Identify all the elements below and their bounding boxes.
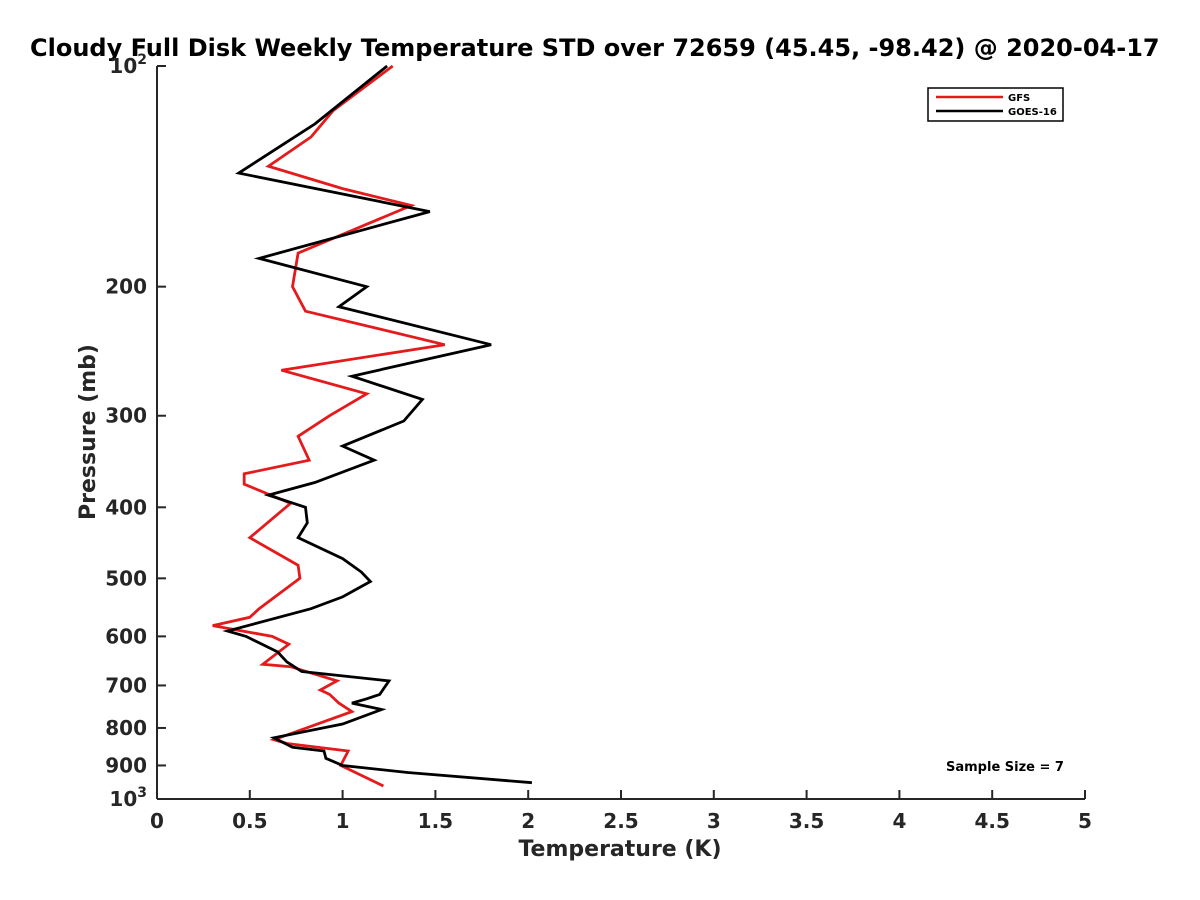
y-tick-label: 600: [105, 624, 147, 648]
y-tick-label: 800: [105, 716, 147, 740]
x-tick-label: 1: [336, 809, 350, 833]
x-tick-label: 0.5: [232, 809, 267, 833]
y-tick-label: 700: [105, 673, 147, 697]
x-tick-label: 5: [1078, 809, 1092, 833]
legend-label-goes16: GOES-16: [1008, 107, 1057, 118]
sample-size-annotation: Sample Size = 7: [946, 760, 1064, 775]
x-tick-label: 4.5: [974, 809, 1009, 833]
series-layer: [212, 64, 533, 788]
legend: GFS GOES-16: [927, 87, 1064, 122]
y-tick-label: 400: [105, 495, 147, 519]
series-line-gfs: [212, 64, 446, 788]
x-tick-label: 3: [707, 809, 721, 833]
x-tick-label: 4: [892, 809, 906, 833]
series-line-goes16: [222, 64, 533, 785]
chart-title: Cloudy Full Disk Weekly Temperature STD …: [30, 34, 1160, 62]
y-tick-label: 200: [105, 275, 147, 299]
y-tick-label: 300: [105, 404, 147, 428]
y-tick-label: 102: [109, 52, 147, 78]
axes: 0 0.5 1 1.5 2 2.5 3 3.5 4 4.5 5 102 200 300 400 500 600 7…: [105, 52, 1092, 833]
legend-label-gfs: GFS: [1008, 93, 1030, 104]
x-tick-label: 0: [150, 809, 164, 833]
x-tick-label: 2.5: [603, 809, 638, 833]
legend-box: [927, 87, 1064, 122]
x-tick-label: 3.5: [789, 809, 824, 833]
x-tick-label: 1.5: [418, 809, 453, 833]
y-axis-label: Pressure (mb): [76, 344, 101, 520]
x-axis-label: Temperature (K): [518, 837, 721, 862]
x-tick-label: 2: [521, 809, 535, 833]
y-tick-label: 500: [105, 566, 147, 590]
y-tick-label: 900: [105, 753, 147, 777]
y-tick-label: 103: [109, 785, 147, 811]
